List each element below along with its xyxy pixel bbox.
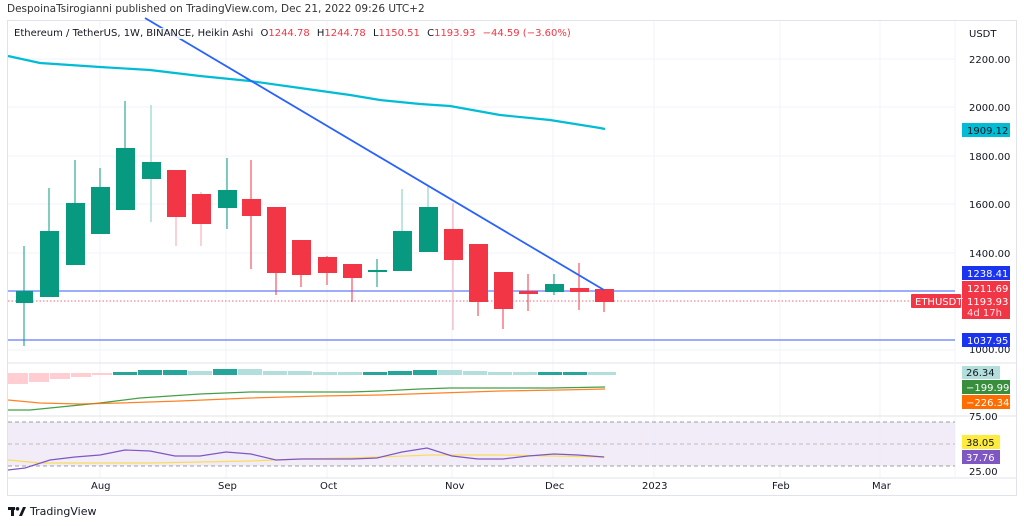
svg-text:1909.12: 1909.12 <box>967 126 1008 137</box>
brand-name: TradingView <box>30 505 97 518</box>
change-value: −44.59 (−3.60%) <box>482 28 571 39</box>
time-tick: 2023 <box>642 481 667 492</box>
symbol-tag: ETHUSDT <box>911 294 963 308</box>
svg-text:1193.93: 1193.93 <box>967 297 1008 308</box>
price-tick: 1400.00 <box>969 249 1010 260</box>
candle <box>368 259 387 287</box>
time-tick: Aug <box>91 481 111 492</box>
moving-average-line <box>7 54 606 131</box>
time-tick: Dec <box>545 481 564 492</box>
candle <box>91 168 110 234</box>
candle <box>318 256 337 285</box>
candle <box>494 272 513 329</box>
time-tick: Mar <box>872 481 892 492</box>
macd-histogram <box>8 369 616 384</box>
rsi-line <box>7 447 605 471</box>
close-value: 1193.93 <box>434 28 476 39</box>
svg-text:1037.95: 1037.95 <box>967 336 1008 347</box>
footer-brand[interactable]: TradingView <box>8 505 96 518</box>
open-label: O <box>260 28 269 39</box>
svg-text:1238.41: 1238.41 <box>967 269 1008 280</box>
candle <box>192 192 211 246</box>
svg-text:ETHUSDT: ETHUSDT <box>915 297 963 308</box>
rsi-tick: 25.00 <box>969 467 998 478</box>
price-tick: 2000.00 <box>969 103 1010 114</box>
candle <box>595 289 614 312</box>
price-tick: 2200.00 <box>969 55 1010 66</box>
svg-text:4d 17h: 4d 17h <box>967 308 1002 319</box>
candle <box>469 244 488 316</box>
close-label: C <box>427 28 435 39</box>
svg-text:1211.69: 1211.69 <box>967 284 1008 295</box>
macd-value-tag: −199.99 <box>962 380 1010 394</box>
candle <box>142 105 161 222</box>
macd-line <box>8 386 606 411</box>
candle <box>419 185 438 252</box>
macd-histogram-tag: 26.34 <box>962 366 1000 379</box>
time-tick: Oct <box>320 481 337 492</box>
descending-trendline[interactable] <box>144 17 605 291</box>
price-tick: 1800.00 <box>969 152 1010 163</box>
svg-text:26.34: 26.34 <box>966 368 995 379</box>
macd-signal-line <box>7 388 606 405</box>
open-value: 1244.78 <box>268 28 310 39</box>
svg-text:38.05: 38.05 <box>966 438 995 449</box>
candle <box>343 264 362 302</box>
candle <box>570 263 589 310</box>
candle <box>545 274 564 295</box>
rsi-tick: 75.00 <box>969 412 998 423</box>
candle <box>267 207 286 295</box>
candle <box>16 246 33 346</box>
price-tick: 1000.00 <box>969 345 1010 356</box>
support-price-tag: 1037.95 <box>962 333 1010 347</box>
symbol-title[interactable]: Ethereum / TetherUS, 1W, BINANCE, Heikin… <box>14 28 254 39</box>
resistance-price-tag: 1238.41 <box>962 266 1010 280</box>
svg-text:−199.99: −199.99 <box>966 383 1009 394</box>
candle <box>116 101 135 210</box>
candle <box>40 188 59 297</box>
price-tick: 1600.00 <box>969 200 1010 211</box>
ma-price-tag: 1909.12 <box>962 123 1010 137</box>
time-tick: Feb <box>772 481 790 492</box>
rsi-value-tag: 37.76 <box>962 450 1000 464</box>
publisher-line: DespoinaTsirogianni published on Trading… <box>7 3 425 15</box>
candle <box>393 189 412 271</box>
candle <box>167 170 186 246</box>
low-label: L <box>372 28 379 39</box>
tradingview-logo-icon <box>8 506 26 516</box>
candle <box>66 160 85 265</box>
macd-signal-tag: −226.34 <box>962 395 1010 409</box>
rsi-ma-tag: 38.05 <box>962 435 1000 449</box>
chart-frame <box>7 20 1017 496</box>
candle <box>218 158 237 229</box>
last-price-tag: 1211.69 1193.93 4d 17h <box>962 281 1010 319</box>
candle <box>519 274 538 311</box>
candle <box>292 240 311 287</box>
candle <box>242 160 261 269</box>
high-value: 1244.78 <box>324 28 366 39</box>
candles <box>16 101 614 346</box>
time-tick: Sep <box>218 481 237 492</box>
low-value: 1150.51 <box>378 28 420 39</box>
time-tick: Nov <box>445 481 465 492</box>
high-label: H <box>316 28 325 39</box>
ohlc-legend: Ethereum / TetherUS, 1W, BINANCE, Heikin… <box>14 28 571 39</box>
candle <box>444 203 463 330</box>
currency-label: USDT <box>969 29 997 40</box>
svg-text:−226.34: −226.34 <box>966 398 1009 409</box>
svg-text:37.76: 37.76 <box>966 453 995 464</box>
